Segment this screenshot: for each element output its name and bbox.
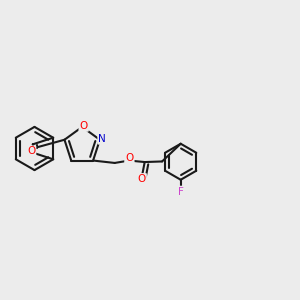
Text: O: O — [27, 146, 35, 156]
Text: O: O — [138, 174, 146, 184]
Text: O: O — [80, 121, 88, 131]
Text: F: F — [178, 187, 184, 197]
Text: N: N — [98, 134, 106, 144]
Text: O: O — [125, 153, 134, 163]
